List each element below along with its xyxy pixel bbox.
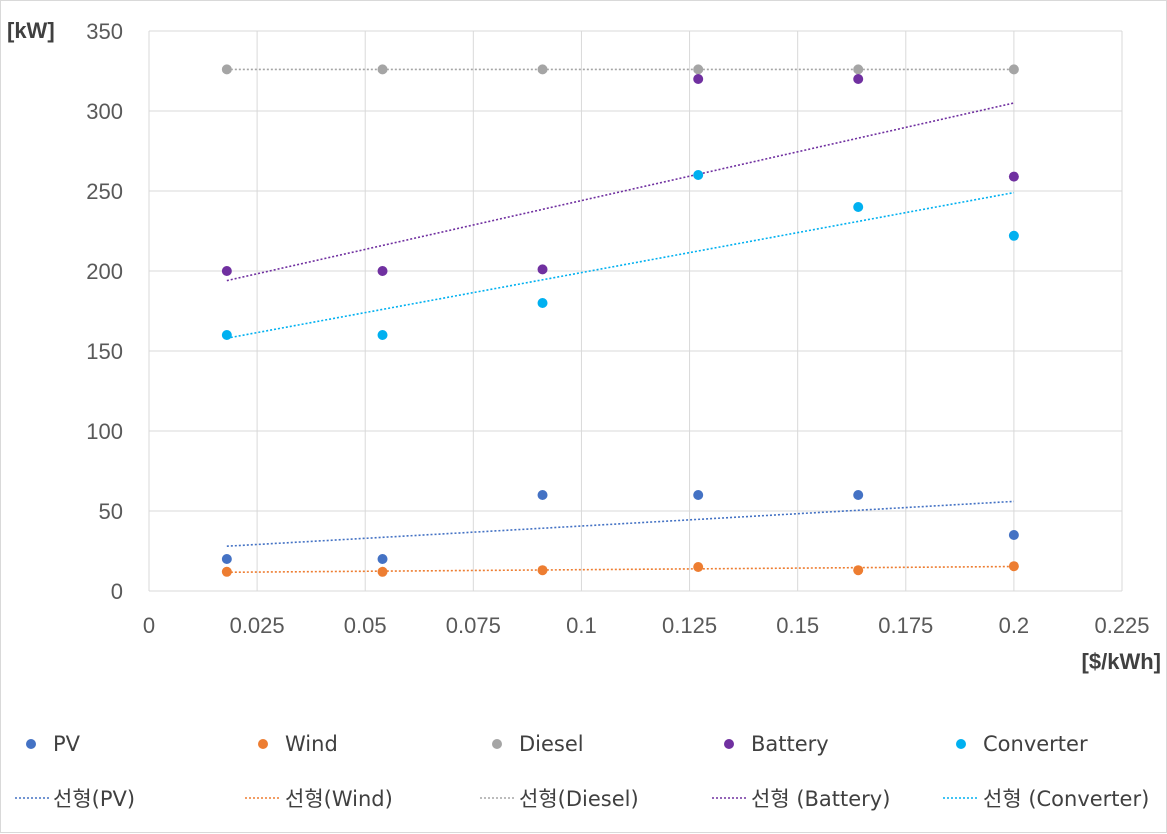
- point-pv: [1008, 530, 1019, 540]
- point-diesel: [853, 64, 864, 75]
- point-battery: [853, 74, 864, 84]
- trendline-converter: [226, 191, 1015, 339]
- x-tick-label: 0.075: [446, 613, 501, 638]
- point-diesel: [537, 64, 548, 75]
- legend-label-pv: PV: [53, 732, 81, 756]
- legend-trend-label-diesel: 선형(Diesel): [519, 787, 639, 811]
- legend-label-battery: Battery: [751, 732, 829, 756]
- legend-marker-wind: [258, 739, 268, 749]
- point-pv: [377, 554, 388, 564]
- y-tick-label: 300: [86, 99, 123, 124]
- legend-marker-diesel: [492, 739, 502, 749]
- point-battery: [377, 266, 388, 276]
- tick-labels: 0 0.025 0.05 0.075 0.1 0.125 0.15 0.175 0.2 0.225…: [86, 19, 1149, 638]
- legend-trend-label-converter: 선형 (Converter): [983, 787, 1149, 811]
- x-axis-unit-label: [$/kWh]: [1082, 649, 1161, 674]
- point-diesel: [1008, 64, 1019, 75]
- point-pv: [693, 490, 704, 500]
- x-tick-label: 0.15: [776, 613, 819, 638]
- y-tick-label: 100: [86, 419, 123, 444]
- point-wind: [853, 565, 864, 576]
- point-battery: [221, 266, 232, 276]
- point-diesel: [377, 64, 388, 75]
- point-battery: [693, 74, 704, 84]
- point-converter: [221, 330, 232, 340]
- point-converter: [853, 202, 864, 212]
- legend-trend-label-pv: 선형(PV): [53, 787, 135, 811]
- point-battery: [1008, 171, 1019, 182]
- point-wind: [537, 565, 548, 576]
- legend-label-converter: Converter: [983, 732, 1088, 756]
- legend-label-diesel: Diesel: [519, 732, 584, 756]
- y-tick-label: 350: [86, 19, 123, 44]
- gridlines: [148, 30, 1123, 592]
- point-pv: [853, 490, 864, 500]
- point-battery: [537, 264, 548, 275]
- point-converter: [1008, 230, 1019, 241]
- y-tick-label: 0: [111, 579, 123, 604]
- trendlines: [226, 68, 1015, 574]
- trendline-pv: [226, 500, 1014, 547]
- x-tick-label: 0.025: [230, 613, 285, 638]
- legend-label-wind: Wind: [285, 732, 338, 756]
- x-tick-label: 0.175: [878, 613, 933, 638]
- point-pv: [537, 490, 548, 500]
- point-wind: [693, 562, 704, 572]
- legend-trend-label-battery: 선형 (Battery): [751, 787, 890, 811]
- legend-marker-converter: [956, 739, 966, 749]
- point-diesel: [221, 64, 232, 75]
- x-tick-label: 0.1: [566, 613, 597, 638]
- legend-marker-pv: [26, 739, 36, 749]
- y-tick-label: 150: [86, 339, 123, 364]
- point-converter: [693, 170, 704, 180]
- x-tick-label: 0.225: [1094, 613, 1149, 638]
- point-converter: [537, 298, 548, 308]
- data-points: [221, 64, 1019, 577]
- point-converter: [377, 330, 388, 340]
- legend: PV 선형(PV) Wind 선형(Wind) Diesel 선형(Diesel) Batt…: [15, 732, 1149, 811]
- point-wind: [1008, 561, 1019, 572]
- y-tick-label: 200: [86, 259, 123, 284]
- point-pv: [221, 554, 232, 564]
- x-tick-label: 0.2: [999, 613, 1030, 638]
- legend-trend-label-wind: 선형(Wind): [285, 787, 393, 811]
- x-tick-label: 0: [143, 613, 155, 638]
- x-tick-label: 0.05: [344, 613, 387, 638]
- legend-marker-battery: [724, 739, 734, 749]
- y-axis-unit-label: [kW]: [7, 18, 55, 43]
- y-tick-label: 250: [86, 179, 123, 204]
- trendline-wind: [226, 565, 1014, 574]
- point-diesel: [693, 64, 704, 75]
- trendline-battery: [226, 102, 1015, 282]
- y-tick-label: 50: [99, 499, 123, 524]
- point-wind: [377, 566, 388, 577]
- point-wind: [221, 566, 232, 577]
- x-tick-label: 0.125: [662, 613, 717, 638]
